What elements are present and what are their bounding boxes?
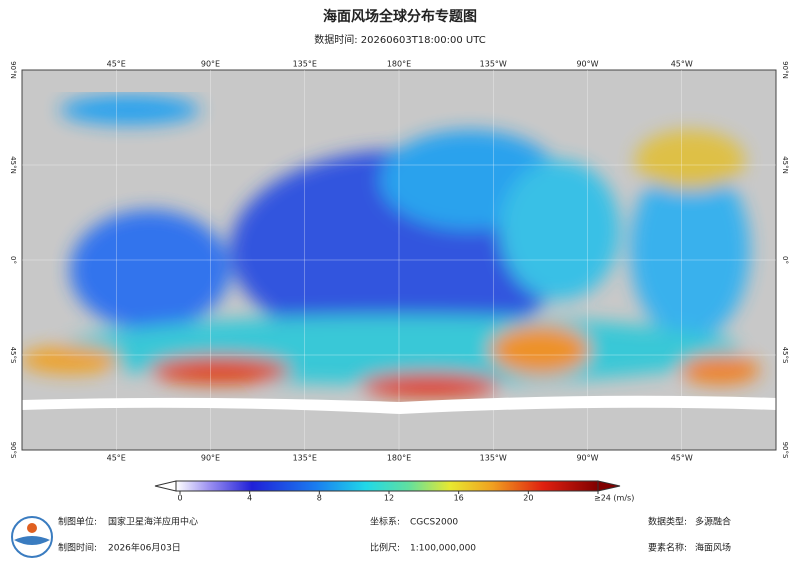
subtitle: 数据时间: 20260603T18:00:00 UTC <box>314 33 485 46</box>
lat-label: 0° <box>781 256 789 264</box>
footer-label: 制图时间: <box>58 542 97 554</box>
footer-label: 数据类型: <box>648 516 687 528</box>
lat-label: 90°N <box>9 61 17 79</box>
footer-value: 2026年06月03日 <box>108 542 181 554</box>
footer-label: 坐标系: <box>370 516 400 528</box>
lat-label: 45°S <box>781 347 789 364</box>
lon-label: 90°W <box>576 454 598 463</box>
title: 海面风场全球分布专题图 <box>323 8 477 25</box>
footer-label: 要素名称: <box>648 542 687 554</box>
lat-label: 90°S <box>9 442 17 459</box>
lon-label: 90°W <box>576 60 598 69</box>
footer-value: CGCS2000 <box>410 518 458 528</box>
lat-label: 90°N <box>781 61 789 79</box>
lon-label: 90°E <box>201 454 220 463</box>
lat-label: 0° <box>9 256 17 264</box>
lon-label: 135°E <box>293 60 317 69</box>
footer-value: 海面风场 <box>695 542 731 554</box>
lon-label: 180°E <box>387 60 411 69</box>
lat-label: 45°N <box>781 156 789 174</box>
logo <box>11 516 53 558</box>
lon-label: 90°E <box>201 60 220 69</box>
colorbar-tick-label: ≥24 (m/s) <box>594 494 634 503</box>
colorbar-tick-label: 12 <box>384 494 394 503</box>
colorbar-tick-label: 8 <box>317 494 322 503</box>
colorbar-tick-label: 0 <box>177 494 182 503</box>
footer-value: 国家卫星海洋应用中心 <box>108 516 198 528</box>
colorbar-max-arrow <box>597 480 621 492</box>
footer-value: 多源融合 <box>695 516 731 528</box>
lon-label: 135°E <box>293 454 317 463</box>
lon-label: 45°E <box>107 454 126 463</box>
lon-label: 45°W <box>671 454 693 463</box>
lat-label: 45°S <box>9 347 17 364</box>
lon-label: 45°E <box>107 60 126 69</box>
colorbar-tick-label: 4 <box>247 494 252 503</box>
footer-label: 比例尺: <box>370 542 400 554</box>
footer-label: 制图单位: <box>58 516 97 528</box>
colorbar-tick-label: 20 <box>523 494 533 503</box>
colorbar-tick-label: 16 <box>454 494 464 503</box>
lon-label: 135°W <box>480 454 507 463</box>
lon-label: 45°W <box>671 60 693 69</box>
footer-value: 1:100,000,000 <box>410 544 476 554</box>
lat-label: 45°N <box>9 156 17 174</box>
lon-label: 180°E <box>387 454 411 463</box>
lat-label: 90°S <box>781 442 789 459</box>
lon-label: 135°W <box>480 60 507 69</box>
colorbar-min-arrow <box>154 480 177 492</box>
colorbar <box>175 480 599 492</box>
